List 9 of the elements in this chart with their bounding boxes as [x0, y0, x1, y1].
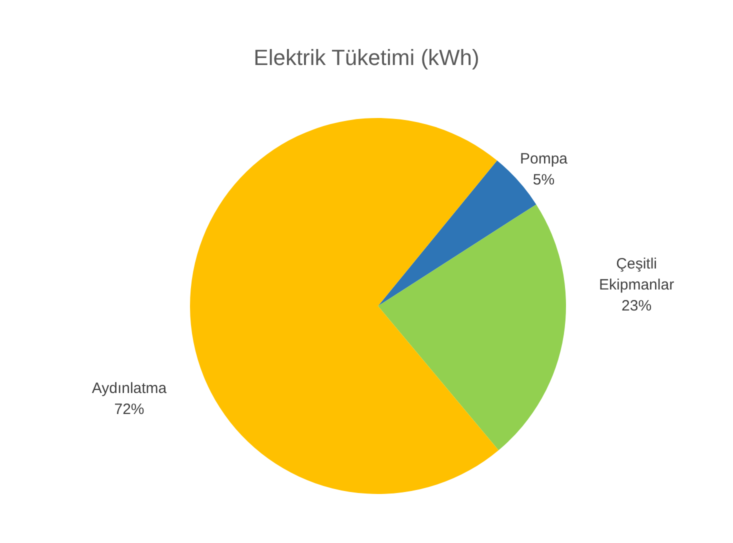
slice-label: Pompa [520, 150, 568, 168]
data-label: 5% [532, 171, 555, 188]
pie-slice [378, 204, 566, 450]
data-label: 23% [622, 298, 652, 315]
slice-label: Çeşitli Ekipmanlar [599, 256, 674, 294]
slice-label: Aydınlatma [92, 380, 168, 398]
chart-title: Elektrik Tüketimi (kWh) [254, 45, 480, 70]
pie-slice [190, 118, 499, 494]
data-label: 72% [114, 401, 144, 418]
